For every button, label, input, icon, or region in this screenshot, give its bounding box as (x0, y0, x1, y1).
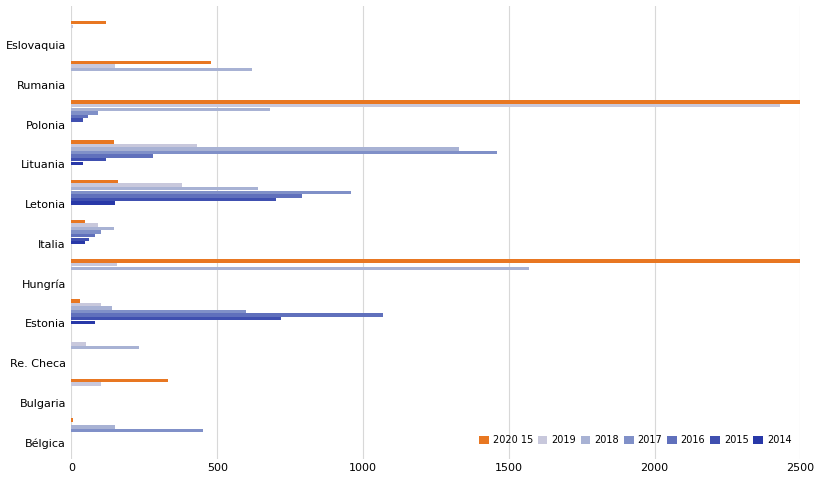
Bar (71, 313, 383, 317)
Bar (71, 61, 211, 64)
Bar (71, 220, 84, 223)
Bar (71, 187, 258, 191)
Bar (71, 201, 115, 205)
Bar (71, 238, 89, 241)
Bar (71, 425, 115, 429)
Bar (71, 64, 115, 68)
Bar (71, 299, 80, 303)
Bar (71, 310, 247, 313)
Bar (71, 418, 73, 422)
Bar (71, 191, 351, 194)
Bar (71, 21, 106, 24)
Bar (71, 111, 97, 114)
Bar (71, 382, 101, 386)
Bar (71, 317, 281, 320)
Bar (71, 144, 197, 147)
Bar (71, 320, 95, 324)
Legend: 2020 15, 2019, 2018, 2017, 2016, 2015, 2014: 2020 15, 2019, 2018, 2017, 2016, 2015, 2… (474, 432, 794, 449)
Bar (71, 151, 496, 154)
Bar (71, 378, 168, 382)
Bar (71, 183, 182, 187)
Bar (71, 227, 114, 230)
Bar (71, 180, 118, 183)
Bar (71, 148, 459, 151)
Bar (71, 198, 275, 201)
Bar (71, 230, 101, 234)
Bar (71, 140, 114, 144)
Bar (71, 234, 95, 238)
Bar (71, 263, 116, 266)
Bar (71, 346, 138, 349)
Bar (71, 101, 799, 104)
Bar (71, 342, 86, 346)
Bar (71, 108, 269, 111)
Bar (71, 104, 779, 107)
Bar (71, 241, 84, 244)
Bar (71, 223, 97, 227)
Bar (71, 115, 88, 118)
Bar (71, 24, 73, 28)
Bar (71, 118, 83, 122)
Bar (71, 158, 106, 161)
Bar (71, 68, 252, 71)
Bar (71, 260, 799, 263)
Bar (71, 306, 112, 309)
Bar (71, 161, 83, 165)
Bar (71, 194, 301, 198)
Bar (71, 429, 202, 433)
Bar (71, 303, 101, 306)
Bar (71, 266, 528, 270)
Bar (71, 154, 153, 158)
